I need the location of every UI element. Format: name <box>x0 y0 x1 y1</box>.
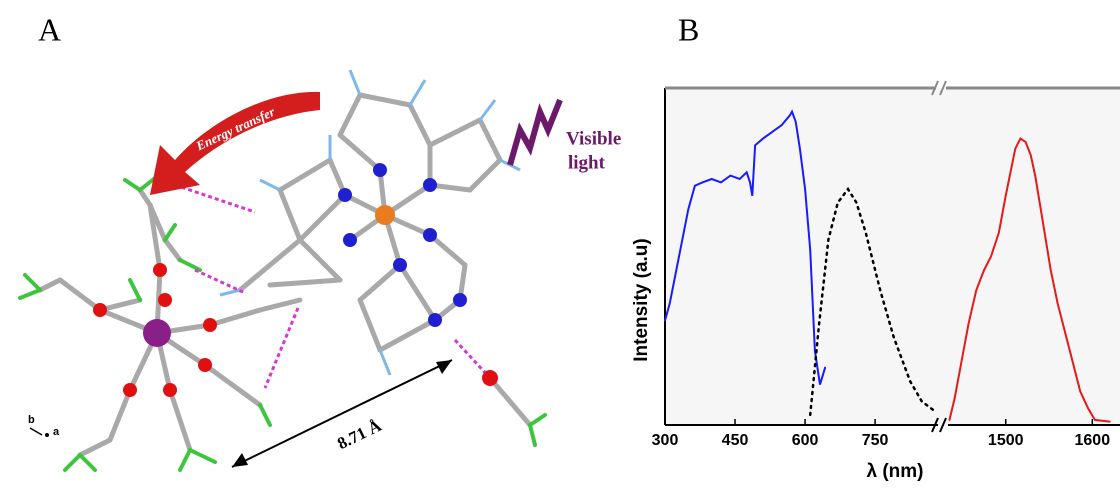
data-line <box>948 137 1111 423</box>
x-tick-label: 450 <box>722 432 749 449</box>
distance-label: 8.71 Å <box>334 416 385 454</box>
data-line <box>664 109 827 385</box>
arrow-head <box>436 360 452 374</box>
fluorines <box>18 176 547 472</box>
axis-b <box>29 427 43 436</box>
annotation: light <box>568 152 606 173</box>
axis-break <box>939 80 947 96</box>
x-tick-label: 1600 <box>1075 432 1111 449</box>
molecule <box>18 69 563 472</box>
atoms <box>93 163 498 397</box>
hydrogen-bonds <box>174 183 492 389</box>
panel-label: B <box>678 11 699 47</box>
data-line <box>808 186 937 417</box>
axis-break <box>931 80 939 96</box>
axis-label: b <box>28 414 35 426</box>
axis-break <box>939 417 947 433</box>
chart: Intensity (a.u) λ (nm) 300 450 600 750 1500 1… <box>631 80 1120 482</box>
distance-line <box>231 359 453 468</box>
plot-background <box>665 88 1120 425</box>
axis-origin <box>45 433 49 437</box>
light-zigzag <box>507 98 563 166</box>
x-tick-label: 1500 <box>988 432 1024 449</box>
x-axis-label: λ (nm) <box>867 461 924 482</box>
axis-label: a <box>53 426 60 438</box>
arrow-head <box>232 453 248 467</box>
x-tick-label: 600 <box>792 432 819 449</box>
y-axis-label: Intensity (a.u) <box>631 238 652 362</box>
bonds <box>37 92 533 458</box>
x-tick-label: 300 <box>652 432 679 449</box>
energy-arrow <box>150 91 320 195</box>
hydrogens <box>219 69 521 376</box>
axis-break <box>931 417 939 433</box>
annotation: Energy transfer <box>193 103 278 153</box>
annotation: Visible <box>566 128 621 149</box>
panel-label: A <box>38 11 61 47</box>
x-tick-label: 750 <box>862 432 889 449</box>
